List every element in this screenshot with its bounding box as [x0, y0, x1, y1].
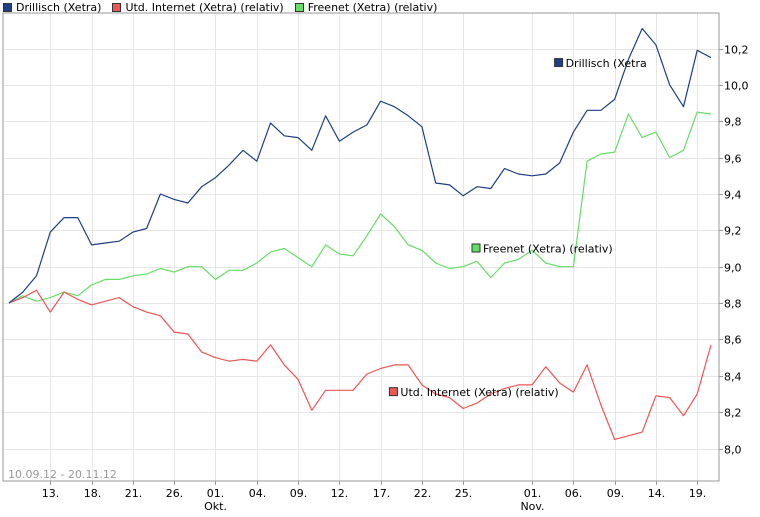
- series-line-2: [9, 112, 711, 303]
- series-labels: Drillisch (Xetra Utd. Internet (Xetra) (r…: [389, 57, 646, 399]
- series-line-1: [9, 290, 711, 439]
- legend-swatch-freenet: [295, 3, 304, 12]
- y-tick-label: 9,2: [724, 225, 742, 238]
- y-tick-label: 9,4: [724, 189, 742, 202]
- y-tick-label: 8,6: [724, 334, 742, 347]
- x-tick-label: 01.: [207, 487, 225, 500]
- series-lines: [9, 29, 711, 440]
- y-tick-label: 9,6: [724, 153, 742, 166]
- y-tick-label: 8,0: [724, 444, 742, 457]
- date-range: 10.09.12 - 20.11.12: [8, 468, 117, 481]
- legend-swatch-drillisch: [3, 3, 12, 12]
- x-tick-label: 12.: [331, 487, 349, 500]
- x-tick-label: 26.: [166, 487, 184, 500]
- x-axis: 13. 18. 21. 26. 01.Okt.04. 09. 12. 17. 22. 25. 01.…: [42, 481, 707, 513]
- x-month-label: Okt.: [204, 500, 227, 513]
- y-axis: 8,0 8,2 8,4 8,6 8,8 9,0 9,2 9,4 9,6 9,8 10,0 10,2: [719, 44, 749, 457]
- legend-item-freenet[interactable]: Freenet (Xetra) (relativ): [292, 1, 438, 14]
- x-tick-label: 13.: [42, 487, 60, 500]
- series-label-swatch-2: [472, 244, 480, 252]
- line-chart: 8,0 8,2 8,4 8,6 8,8 9,0 9,2 9,4 9,6 9,8 10,0 10,2 1…: [0, 0, 760, 517]
- legend-item-drillisch[interactable]: Drillisch (Xetra): [0, 1, 101, 14]
- x-tick-label: 21.: [125, 487, 143, 500]
- y-tick-label: 10,2: [724, 44, 749, 57]
- series-label-0: Drillisch (Xetra: [566, 57, 647, 70]
- x-tick-label: 09.: [607, 487, 625, 500]
- x-tick-label: 19.: [689, 487, 707, 500]
- x-tick-label: 06.: [565, 487, 583, 500]
- legend: Drillisch (Xetra) Utd. Internet (Xetra) …: [0, 0, 445, 14]
- x-tick-label: 17.: [373, 487, 391, 500]
- x-tick-label: 09.: [290, 487, 308, 500]
- y-tick-label: 9,8: [724, 116, 742, 129]
- x-tick-label: 04.: [249, 487, 267, 500]
- series-label-1: Utd. Internet (Xetra) (relativ): [400, 386, 558, 399]
- series-label-swatch-0: [555, 59, 563, 67]
- legend-label-utd-internet: Utd. Internet (Xetra) (relativ): [125, 1, 283, 14]
- legend-label-drillisch: Drillisch (Xetra): [16, 1, 101, 14]
- series-label-swatch-1: [389, 388, 397, 396]
- y-tick-label: 8,4: [724, 371, 742, 384]
- y-tick-label: 8,8: [724, 298, 742, 311]
- series-label-2: Freenet (Xetra) (relativ): [483, 243, 613, 256]
- x-tick-label: 25.: [455, 487, 473, 500]
- y-tick-label: 9,0: [724, 262, 742, 275]
- x-tick-label: 18.: [84, 487, 102, 500]
- x-tick-label: 01.: [524, 487, 542, 500]
- legend-swatch-utd-internet: [112, 3, 121, 12]
- y-tick-label: 8,2: [724, 407, 742, 420]
- x-month-label: Nov.: [520, 500, 544, 513]
- legend-label-freenet: Freenet (Xetra) (relativ): [308, 1, 438, 14]
- x-tick-label: 22.: [414, 487, 432, 500]
- x-tick-label: 14.: [648, 487, 666, 500]
- y-tick-label: 10,0: [724, 80, 749, 93]
- legend-item-utd-internet[interactable]: Utd. Internet (Xetra) (relativ): [109, 1, 283, 14]
